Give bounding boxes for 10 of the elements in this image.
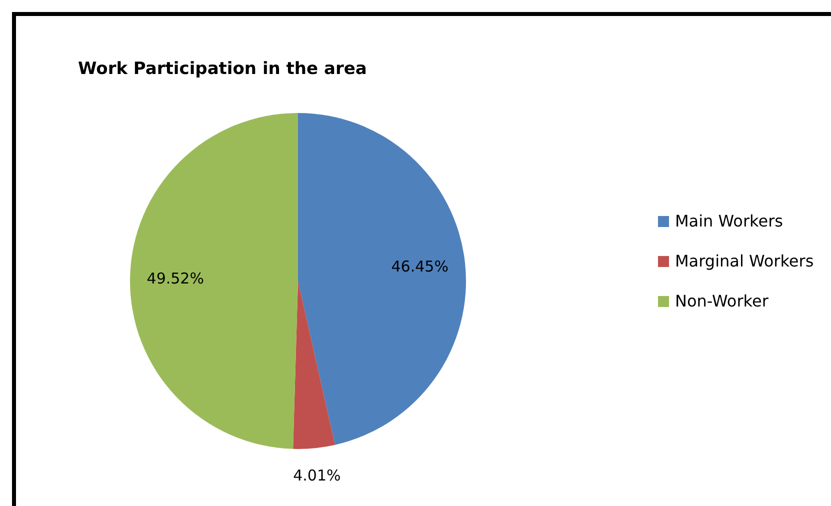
data-label: 49.52%	[146, 269, 204, 288]
data-label: 46.45%	[391, 257, 448, 276]
legend-label: Main Workers	[675, 211, 783, 230]
legend-label: Marginal Workers	[675, 251, 814, 270]
pie-slice	[298, 113, 466, 445]
pie-slice	[293, 281, 336, 449]
chart-title: Work Participation in the area	[78, 59, 367, 79]
pie-slice	[130, 113, 298, 449]
legend-label: Non-Worker	[675, 291, 769, 310]
data-label: 4.01%	[293, 466, 341, 485]
